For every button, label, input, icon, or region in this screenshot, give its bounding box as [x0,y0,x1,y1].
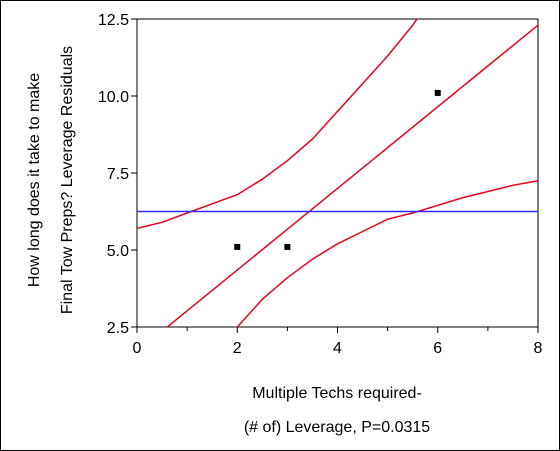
y-tick-label: 12.5 [98,12,129,29]
plot-border [136,18,539,328]
x-tick-label: 4 [333,340,342,357]
y-tick-label: 10.0 [98,89,129,106]
plot-area [136,18,539,328]
x-tick-label: 6 [433,340,442,357]
fit-lines [137,24,538,327]
data-point-2 [284,243,291,250]
data-points [234,89,441,250]
fit-line [166,24,538,327]
y-axis-label-line-2: Final Tow Preps? Leverage Residuals [59,46,76,314]
y-axis-ticks: 2.5 5.0 7.5 10.0 12.5 [98,12,137,337]
data-point-1 [234,243,241,250]
y-axis-label-line-1: How long does it take to make [26,73,43,287]
x-axis-label-line-1: Multiple Techs required- [252,385,422,402]
x-tick-label: 8 [534,340,543,357]
confidence-curve-lower [236,179,538,327]
y-tick-label: 7.5 [107,166,129,183]
x-axis-label-line-2: (# of) Leverage, P=0.0315 [244,419,430,436]
data-point-3 [434,89,441,96]
y-tick-label: 2.5 [107,320,129,337]
x-axis-ticks: 0 2 4 6 8 [133,327,543,357]
confidence-curves [137,19,538,327]
y-tick-label: 5.0 [107,243,129,260]
x-tick-label: 2 [233,340,242,357]
x-tick-label: 0 [133,340,142,357]
confidence-curve-upper [137,19,418,230]
